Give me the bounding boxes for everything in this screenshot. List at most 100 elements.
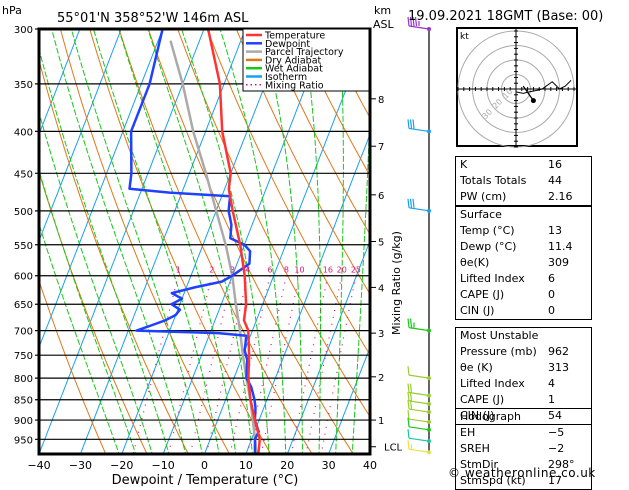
mixing-ratio-label: 16 <box>323 266 333 275</box>
wind-barb-shaft <box>409 26 429 29</box>
wet-adiabat-line <box>119 29 237 458</box>
index-label: Temp (°C) <box>460 223 548 239</box>
index-value: 2.16 <box>548 189 591 205</box>
temperature-tick-label: −10 <box>152 459 175 472</box>
mixing-ratio-line <box>190 276 233 458</box>
wind-barb-shaft <box>409 409 429 412</box>
mixing-ratio-label: 25 <box>351 266 361 275</box>
dry-adiabat-line <box>178 29 397 458</box>
mixing-ratio-axis-label: Mixing Ratio (g/kg) <box>390 231 403 335</box>
height-tick-label: 5 <box>378 238 384 249</box>
table-row: SREH−2 <box>456 441 591 457</box>
pressure-tick-label: 500 <box>14 207 33 218</box>
table-row: CAPE (J)0 <box>456 287 591 303</box>
mixing-ratio-line <box>247 276 287 458</box>
temperature-tick-label: −20 <box>110 459 133 472</box>
wind-barb-shaft <box>409 375 429 378</box>
wind-barb-shaft <box>409 427 429 430</box>
wind-barb-shaft <box>409 449 429 452</box>
height-tick-label: 2 <box>378 373 384 384</box>
index-value: 13 <box>548 223 591 239</box>
dry-adiabat-line <box>119 29 314 458</box>
mixing-ratio-label: 6 <box>268 266 273 275</box>
legend-label: Mixing Ratio <box>265 80 324 91</box>
index-value: 1 <box>548 392 591 408</box>
table-section-title: Hodograph <box>456 409 591 425</box>
wind-barb-shaft <box>409 208 429 211</box>
wind-barb-flag <box>408 418 409 427</box>
index-value: 44 <box>548 173 591 189</box>
datetime-title: 19.09.2021 18GMT (Base: 00) <box>408 9 603 24</box>
table-row: CAPE (J)1 <box>456 392 591 408</box>
wind-barb-flag <box>408 366 409 375</box>
index-value: −2 <box>548 441 591 457</box>
index-label: EH <box>460 425 548 441</box>
index-label: Lifted Index <box>460 271 548 287</box>
wet-adiabat-line <box>34 29 170 458</box>
mixing-ratio-label: 1 <box>176 266 181 275</box>
wind-barb-flag <box>413 199 414 208</box>
index-value: 0 <box>548 287 591 303</box>
temperature-tick-label: 30 <box>322 459 336 472</box>
pressure-tick-label: 600 <box>14 272 33 283</box>
index-label: Lifted Index <box>460 376 548 392</box>
height-unit-asl: ASL <box>373 18 395 31</box>
wind-barb-flag <box>408 392 409 401</box>
wind-barb-shaft <box>409 128 429 131</box>
index-value: 6 <box>548 271 591 287</box>
pressure-tick-label: 950 <box>14 435 33 446</box>
pressure-tick-label: 550 <box>14 241 33 252</box>
index-value: 0 <box>548 303 591 319</box>
height-tick-label: 3 <box>378 329 384 340</box>
height-tick-label: 6 <box>378 191 384 202</box>
wet-adiabat-line <box>262 29 303 458</box>
mixing-ratio-label: 10 <box>294 266 304 275</box>
wind-barb-flag <box>408 119 409 128</box>
index-value: 16 <box>548 157 591 173</box>
pressure-tick-label: 700 <box>14 327 33 338</box>
index-label: CIN (J) <box>460 303 548 319</box>
index-label: Dewp (°C) <box>460 239 548 255</box>
index-label: SREH <box>460 441 548 457</box>
pressure-axis: 3003504004505005506006507007508008509009… <box>14 25 33 446</box>
table-row: θe (K)313 <box>456 360 591 376</box>
height-unit-km: km <box>374 4 391 17</box>
location-title: 55°01'N 358°52'W 146m ASL <box>57 11 249 26</box>
temperature-tick-label: 40 <box>363 459 377 472</box>
mixing-ratio-label: 4 <box>245 266 250 275</box>
table-row: θe(K)309 <box>456 255 591 271</box>
dry-adiabat-line <box>236 29 479 458</box>
mixing-ratio-label: 3 <box>230 266 235 275</box>
temperature-tick-label: −30 <box>69 459 92 472</box>
index-value: 11.4 <box>548 239 591 255</box>
isotherm-line <box>38 29 204 458</box>
index-label: θe(K) <box>460 255 548 271</box>
table-row: Dewp (°C)11.4 <box>456 239 591 255</box>
pressure-unit-label: hPa <box>2 4 22 17</box>
index-value: 4 <box>548 376 591 392</box>
pressure-tick-label: 400 <box>14 127 33 138</box>
wind-barb-flag <box>408 384 409 393</box>
pressure-tick-label: 850 <box>14 396 33 407</box>
temperature-tick-label: 10 <box>239 459 253 472</box>
wind-barb-flag <box>408 410 409 419</box>
index-value: −5 <box>548 425 591 441</box>
index-value: 962 <box>548 344 591 360</box>
pressure-tick-label: 650 <box>14 300 33 311</box>
wind-barb-shaft <box>409 438 429 441</box>
index-value: 309 <box>548 255 591 271</box>
wind-barb-flag <box>411 319 412 328</box>
wind-barb-shaft <box>409 401 429 404</box>
wind-barb-flag <box>411 384 412 393</box>
wind-barb-flag <box>408 199 409 208</box>
table-row: Pressure (mb)962 <box>456 344 591 360</box>
index-label: Pressure (mb) <box>460 344 548 360</box>
isotherm-line <box>203 29 369 458</box>
